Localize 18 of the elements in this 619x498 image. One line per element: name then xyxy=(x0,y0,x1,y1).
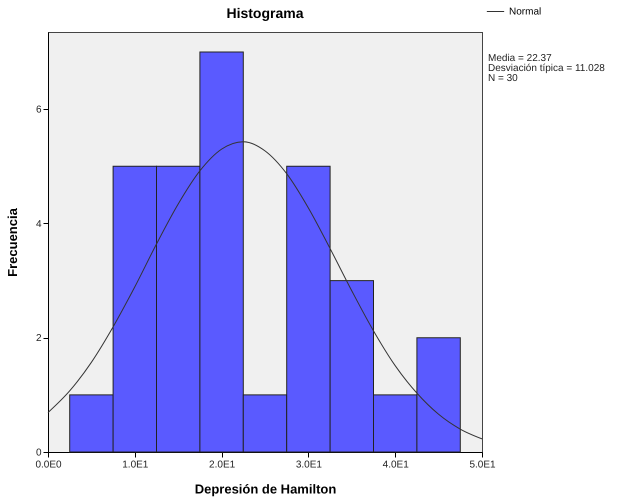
y-tick-label: 0 xyxy=(36,448,42,458)
x-tick-label: 5.0E1 xyxy=(469,460,496,470)
x-tick-label: 2.0E1 xyxy=(209,460,236,470)
line-series xyxy=(48,141,482,440)
x-tick-label: 4.0E1 xyxy=(382,460,410,470)
y-axis-title: Frecuencia xyxy=(4,207,20,277)
text: Desviación típica = 11.028 xyxy=(488,63,606,74)
x-tick-label: 0.0E0 xyxy=(35,460,62,470)
y-tick-label: 4 xyxy=(36,218,42,230)
x-tick-label: 1.0E1 xyxy=(122,460,149,470)
y-tick-label: 6 xyxy=(36,104,42,116)
text: Media = 22.37 xyxy=(488,53,552,64)
text: N = 30 xyxy=(488,73,518,84)
legend-label: Normal xyxy=(509,6,542,18)
y-tick-label: 2 xyxy=(36,333,42,344)
x-tick-label: 3.0E1 xyxy=(296,460,322,470)
chart-title: Histograma xyxy=(226,5,304,21)
x-axis-title: Depresión de Hamilton xyxy=(194,482,336,496)
